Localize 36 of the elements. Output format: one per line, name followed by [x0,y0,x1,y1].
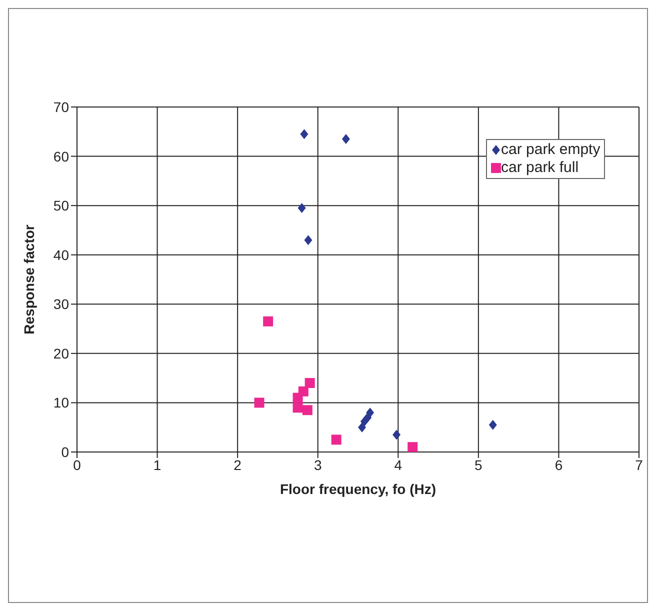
point [358,422,366,432]
y-tick-label: 50 [53,198,70,214]
x-tick-label: 4 [394,456,402,473]
x-tick-label: 0 [73,456,82,473]
x-tick-label: 5 [474,456,483,473]
point [298,203,306,214]
y-axis-title: Response factor [20,224,37,334]
x-tick-label: 6 [554,456,563,473]
point [408,442,418,452]
x-tick-label: 2 [234,456,242,473]
point [292,402,303,413]
y-tick-label: 60 [53,148,70,164]
x-tick-label: 3 [314,456,322,473]
legend-label: car park full [501,159,579,177]
point [302,405,312,416]
point [342,134,350,144]
x-tick-label: 1 [153,456,162,473]
y-tick-label: 30 [53,296,70,312]
point [331,434,342,445]
point [298,386,308,396]
point [254,398,264,408]
x-axis-title: Floor frequency, fo (Hz) [280,481,436,497]
y-tick-label: 10 [53,394,70,411]
y-tick-label: 20 [53,345,70,362]
point [366,408,374,418]
point [263,316,274,326]
x-tick-label: 7 [635,456,644,473]
y-tick-label: 0 [61,444,70,460]
point [304,235,312,246]
point [300,129,308,140]
y-tick-label: 40 [53,246,70,263]
legend-label: car park empty [501,141,600,159]
point [392,430,401,440]
y-tick-label: 70 [53,98,70,115]
point [488,420,497,430]
point [304,378,315,388]
